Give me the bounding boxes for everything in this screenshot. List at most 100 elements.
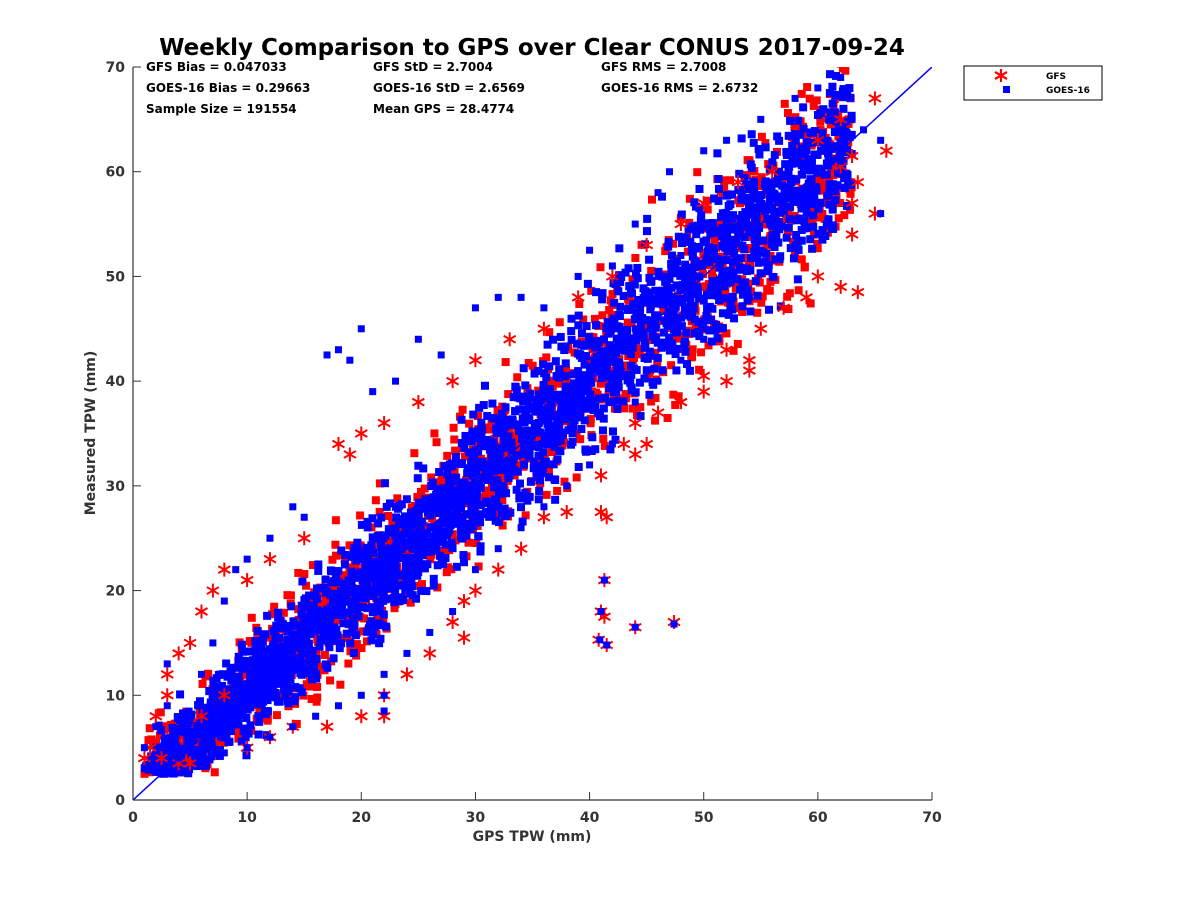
goes16-cloud-point xyxy=(576,411,585,420)
goes16-cloud-point xyxy=(386,594,395,603)
goes16-cloud-point xyxy=(359,603,368,612)
goes16-cloud-point xyxy=(391,541,400,550)
goes16-cloud-point xyxy=(664,238,673,247)
gfs-cloud-point xyxy=(647,397,656,406)
goes16-cloud-point xyxy=(749,138,758,147)
gfs-point xyxy=(491,562,505,577)
goes16-cloud-point xyxy=(242,713,251,722)
gfs-point xyxy=(731,175,745,190)
goes16-cloud-point xyxy=(574,311,583,320)
goes16-cloud-point xyxy=(223,697,232,706)
goes16-cloud-point xyxy=(671,350,680,359)
goes16-cloud-point xyxy=(687,247,696,256)
goes16-cloud-point xyxy=(417,586,426,595)
goes16-cloud-point xyxy=(526,477,535,486)
goes16-cloud-point xyxy=(465,496,474,505)
goes16-cloud-point xyxy=(697,211,706,220)
goes16-cloud-point xyxy=(550,475,559,484)
goes16-point xyxy=(380,670,388,678)
goes16-cloud-point xyxy=(432,542,441,551)
goes16-cloud-point xyxy=(826,157,835,166)
gfs-cloud-point xyxy=(813,244,822,253)
goes16-cloud-point xyxy=(276,616,285,625)
gfs-cloud-point xyxy=(647,266,656,275)
goes16-cloud-point xyxy=(227,676,236,685)
goes16-cloud-point xyxy=(615,372,624,381)
goes16-cloud-point xyxy=(452,507,461,516)
goes16-cloud-point xyxy=(685,293,694,302)
goes16-cloud-point xyxy=(806,235,815,244)
gfs-cloud-point xyxy=(430,429,439,438)
goes16-cloud-point xyxy=(382,566,391,575)
goes16-cloud-point xyxy=(217,687,226,696)
goes16-cloud-point xyxy=(530,441,539,450)
goes16-cloud-point xyxy=(252,637,261,646)
gfs-cloud-point xyxy=(794,286,803,295)
gfs-cloud-point xyxy=(263,714,272,723)
x-tick-label: 40 xyxy=(580,810,600,826)
gfs-cloud-point xyxy=(245,636,254,645)
goes16-cloud-point xyxy=(791,175,800,184)
goes16-cloud-point xyxy=(591,343,600,352)
goes16-cloud-point xyxy=(845,84,854,93)
goes16-cloud-point xyxy=(667,251,676,260)
goes16-cloud-point xyxy=(743,286,752,295)
goes16-cloud-point xyxy=(610,375,619,384)
goes16-cloud-point xyxy=(391,588,400,597)
goes16-cloud-point xyxy=(592,321,601,330)
goes16-cloud-point xyxy=(528,426,537,435)
goes16-cloud-point xyxy=(809,211,818,220)
goes16-cloud-point xyxy=(707,250,716,259)
goes16-cloud-point xyxy=(483,498,492,507)
gfs-cloud-point xyxy=(693,168,702,177)
gfs-point xyxy=(697,368,711,383)
goes16-cloud-point xyxy=(659,286,668,295)
goes16-cloud-point xyxy=(601,393,610,402)
goes16-point xyxy=(334,346,342,354)
goes16-cloud-point xyxy=(483,468,492,477)
goes16-point xyxy=(757,115,765,123)
goes16-cloud-point xyxy=(340,580,349,589)
gfs-point xyxy=(697,384,711,399)
goes16-cloud-point xyxy=(778,181,787,190)
goes16-point xyxy=(392,377,400,385)
goes16-cloud-point xyxy=(718,309,727,318)
goes16-cloud-point xyxy=(485,512,494,521)
gfs-cloud-point xyxy=(272,711,281,720)
x-tick-label: 20 xyxy=(352,810,372,826)
goes16-cloud-point xyxy=(338,601,347,610)
goes16-cloud-point xyxy=(436,487,445,496)
goes16-cloud-point xyxy=(176,690,185,699)
goes16-cloud-point xyxy=(703,304,712,313)
goes16-cloud-point xyxy=(434,509,443,518)
gfs-cloud-point xyxy=(744,245,753,254)
goes16-cloud-point xyxy=(764,305,773,314)
goes16-cloud-point xyxy=(205,755,214,764)
goes16-cloud-point xyxy=(321,588,330,597)
gfs-cloud-point xyxy=(738,308,747,317)
goes16-cloud-point xyxy=(409,560,418,569)
goes16-cloud-point xyxy=(531,406,540,415)
goes16-point xyxy=(596,636,604,644)
goes16-cloud-point xyxy=(475,426,484,435)
goes16-cloud-point xyxy=(660,316,669,325)
gfs-point xyxy=(754,321,768,336)
goes16-cloud-point xyxy=(502,443,511,452)
goes16-cloud-point xyxy=(413,474,422,483)
gfs-cloud-point xyxy=(332,616,341,625)
gfs-cloud-point xyxy=(834,214,843,223)
goes16-cloud-point xyxy=(832,71,841,80)
goes16-cloud-point xyxy=(817,146,826,155)
goes16-cloud-point xyxy=(728,190,737,199)
gfs-point xyxy=(160,688,174,703)
goes16-cloud-point xyxy=(767,220,776,229)
goes16-cloud-point xyxy=(686,312,695,321)
goes16-cloud-point xyxy=(771,255,780,264)
goes16-cloud-point xyxy=(695,242,704,251)
goes16-cloud-point xyxy=(476,518,485,527)
gfs-cloud-point xyxy=(688,352,697,361)
goes16-cloud-point xyxy=(763,205,772,214)
gfs-cloud-point xyxy=(688,345,697,354)
goes16-cloud-point xyxy=(421,495,430,504)
goes16-cloud-point xyxy=(551,495,560,504)
